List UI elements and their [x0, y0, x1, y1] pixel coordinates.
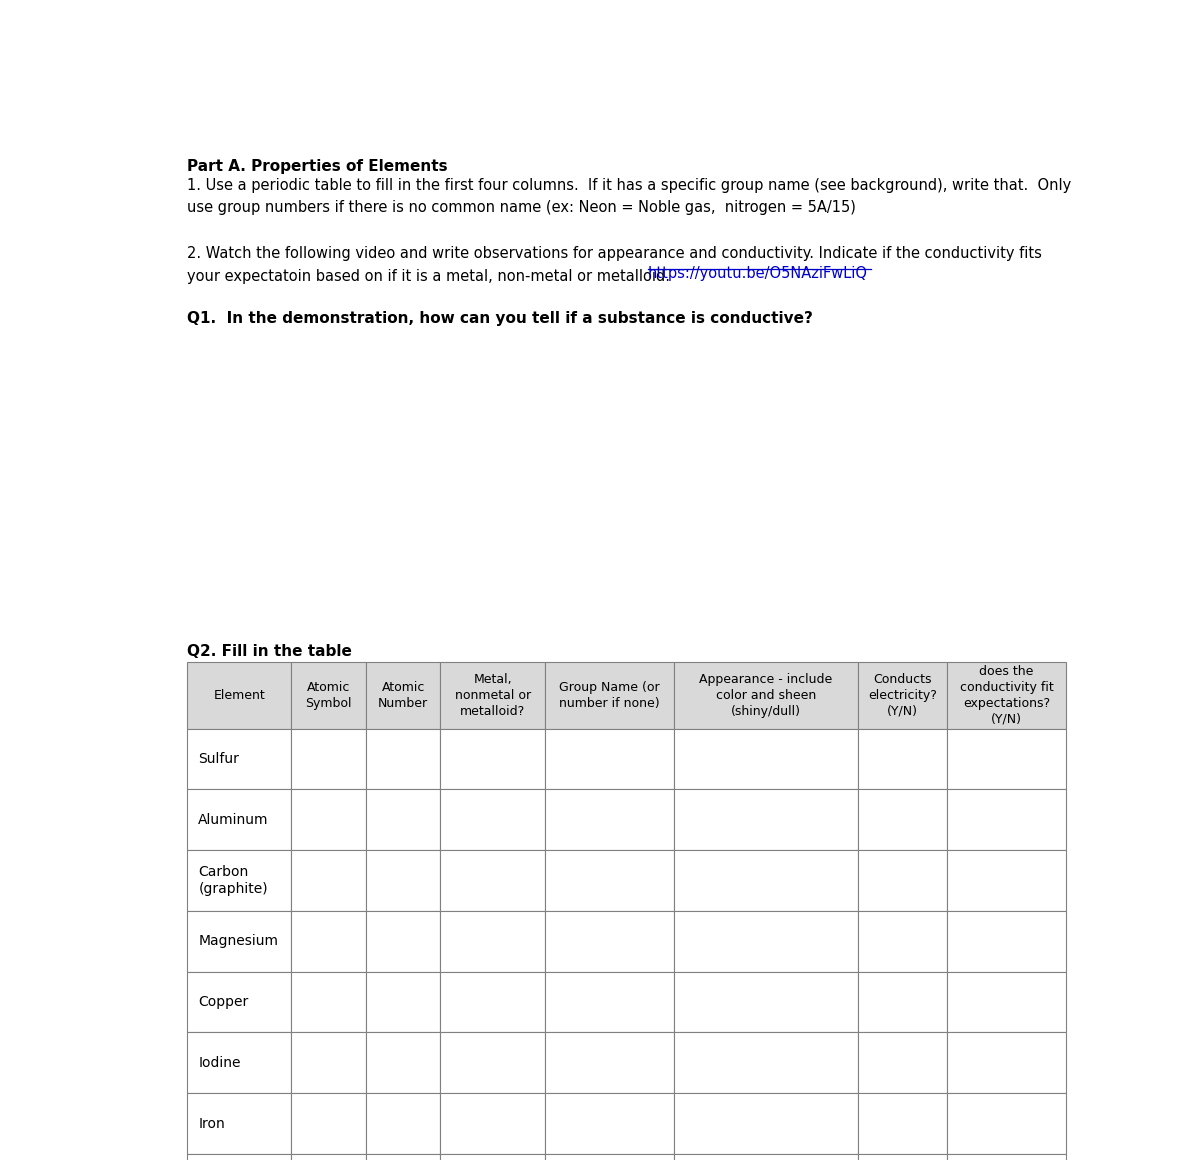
Bar — [366, 1154, 440, 1160]
Bar — [187, 661, 292, 728]
Bar — [673, 728, 858, 790]
Bar — [292, 1154, 366, 1160]
Bar — [440, 728, 545, 790]
Bar — [292, 911, 366, 972]
Text: Copper: Copper — [198, 995, 248, 1009]
Bar — [673, 1093, 858, 1154]
Bar — [366, 728, 440, 790]
Text: Atomic
Number: Atomic Number — [378, 681, 428, 710]
Bar — [858, 1154, 947, 1160]
Bar — [440, 911, 545, 972]
Bar — [673, 911, 858, 972]
Text: Group Name (or
number if none): Group Name (or number if none) — [559, 681, 660, 710]
Text: Conducts
electricity?
(Y/N): Conducts electricity? (Y/N) — [868, 673, 937, 718]
Text: Q2. Fill in the table: Q2. Fill in the table — [187, 644, 352, 659]
Bar — [545, 850, 673, 911]
Bar — [366, 1032, 440, 1093]
Bar — [366, 850, 440, 911]
Bar — [187, 728, 292, 790]
Bar — [673, 1032, 858, 1093]
Bar — [673, 850, 858, 911]
Bar — [366, 661, 440, 728]
Text: Element: Element — [214, 689, 265, 702]
Bar — [440, 1032, 545, 1093]
Bar — [187, 1032, 292, 1093]
Bar — [366, 911, 440, 972]
Bar — [858, 850, 947, 911]
Bar — [292, 728, 366, 790]
Bar — [947, 790, 1066, 850]
Text: Carbon
(graphite): Carbon (graphite) — [198, 865, 268, 897]
Bar — [858, 661, 947, 728]
Bar — [947, 728, 1066, 790]
Bar — [187, 850, 292, 911]
Text: Q1.  In the demonstration, how can you tell if a substance is conductive?: Q1. In the demonstration, how can you te… — [187, 311, 814, 326]
Bar — [947, 1093, 1066, 1154]
Bar — [673, 661, 858, 728]
Bar — [545, 911, 673, 972]
Bar — [673, 972, 858, 1032]
Bar — [545, 1032, 673, 1093]
Bar — [673, 1154, 858, 1160]
Bar — [187, 1154, 292, 1160]
Bar — [187, 1093, 292, 1154]
Bar — [292, 661, 366, 728]
Bar — [545, 661, 673, 728]
Text: Metal,
nonmetal or
metalloid?: Metal, nonmetal or metalloid? — [455, 673, 530, 718]
Bar — [440, 661, 545, 728]
Bar — [440, 1154, 545, 1160]
Bar — [366, 790, 440, 850]
Bar — [947, 661, 1066, 728]
Bar — [366, 1093, 440, 1154]
Bar — [947, 850, 1066, 911]
Bar — [292, 1093, 366, 1154]
Text: does the
conductivity fit
expectations?
(Y/N): does the conductivity fit expectations? … — [960, 665, 1054, 726]
Bar — [545, 1154, 673, 1160]
Bar — [858, 790, 947, 850]
Text: 2. Watch the following video and write observations for appearance and conductiv: 2. Watch the following video and write o… — [187, 246, 1042, 283]
Text: Magnesium: Magnesium — [198, 934, 278, 948]
Bar — [440, 972, 545, 1032]
Bar — [440, 1093, 545, 1154]
Text: Aluminum: Aluminum — [198, 813, 269, 827]
Bar — [947, 972, 1066, 1032]
Bar — [292, 1032, 366, 1093]
Bar — [947, 911, 1066, 972]
Bar — [947, 1154, 1066, 1160]
Bar — [858, 1093, 947, 1154]
Bar — [292, 972, 366, 1032]
Text: Part A. Properties of Elements: Part A. Properties of Elements — [187, 159, 448, 174]
Bar — [187, 972, 292, 1032]
Bar — [858, 911, 947, 972]
Bar — [366, 972, 440, 1032]
Bar — [858, 972, 947, 1032]
Bar — [440, 790, 545, 850]
Text: Appearance - include
color and sheen
(shiny/dull): Appearance - include color and sheen (sh… — [700, 673, 833, 718]
Text: 1. Use a periodic table to fill in the first four columns.  If it has a specific: 1. Use a periodic table to fill in the f… — [187, 177, 1072, 215]
Bar — [187, 790, 292, 850]
Bar — [858, 1032, 947, 1093]
Bar — [858, 728, 947, 790]
Bar — [545, 1093, 673, 1154]
Bar — [187, 911, 292, 972]
Bar — [292, 790, 366, 850]
Text: Iron: Iron — [198, 1117, 226, 1131]
Bar — [947, 1032, 1066, 1093]
Bar — [673, 790, 858, 850]
Bar — [545, 790, 673, 850]
Bar — [545, 972, 673, 1032]
Bar — [545, 728, 673, 790]
Bar — [292, 850, 366, 911]
Text: Sulfur: Sulfur — [198, 752, 239, 766]
Text: https://youtu.be/O5NAziFwLiQ: https://youtu.be/O5NAziFwLiQ — [648, 266, 868, 281]
Bar — [440, 850, 545, 911]
Text: Atomic
Symbol: Atomic Symbol — [306, 681, 352, 710]
Text: Iodine: Iodine — [198, 1056, 241, 1070]
